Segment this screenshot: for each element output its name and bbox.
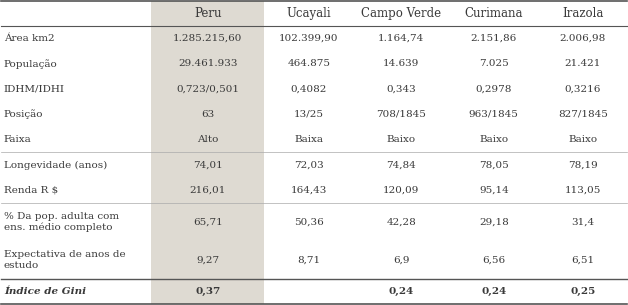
Text: 1.164,74: 1.164,74 — [378, 34, 425, 43]
Text: 9,27: 9,27 — [197, 256, 219, 264]
Text: 0,37: 0,37 — [195, 287, 220, 296]
Text: Irazola: Irazola — [562, 7, 604, 20]
Text: 2.006,98: 2.006,98 — [560, 34, 606, 43]
Text: 102.399,90: 102.399,90 — [279, 34, 338, 43]
Text: Curimana: Curimana — [465, 7, 523, 20]
Text: Índice de Gini: Índice de Gini — [4, 287, 86, 296]
Text: % Da pop. adulta com
ens. médio completo: % Da pop. adulta com ens. médio completo — [4, 212, 119, 232]
Text: 0,24: 0,24 — [481, 287, 506, 296]
Text: 0,343: 0,343 — [386, 85, 416, 94]
Text: 78,19: 78,19 — [568, 160, 598, 170]
Text: 72,03: 72,03 — [294, 160, 324, 170]
Text: Peru: Peru — [194, 7, 222, 20]
Text: Expectativa de anos de
estudo: Expectativa de anos de estudo — [4, 250, 126, 270]
Text: População: População — [4, 59, 58, 69]
Text: Baixa: Baixa — [295, 135, 323, 144]
Text: 29.461.933: 29.461.933 — [178, 59, 237, 68]
Text: 1.285.215,60: 1.285.215,60 — [173, 34, 242, 43]
Text: 827/1845: 827/1845 — [558, 110, 608, 119]
Text: 14.639: 14.639 — [383, 59, 420, 68]
Text: 6,9: 6,9 — [393, 256, 409, 264]
Text: 50,36: 50,36 — [294, 217, 324, 226]
Text: 74,84: 74,84 — [386, 160, 416, 170]
Text: Faixa: Faixa — [4, 135, 31, 144]
Text: 0,4082: 0,4082 — [291, 85, 327, 94]
Text: 464.875: 464.875 — [288, 59, 330, 68]
Text: Baixo: Baixo — [387, 135, 416, 144]
Bar — [151, 1, 264, 304]
Text: Renda R $: Renda R $ — [4, 186, 58, 195]
Text: 2.151,86: 2.151,86 — [470, 34, 517, 43]
Text: 164,43: 164,43 — [291, 186, 327, 195]
Text: Área km2: Área km2 — [4, 34, 55, 43]
Text: 113,05: 113,05 — [565, 186, 601, 195]
Text: 78,05: 78,05 — [479, 160, 509, 170]
Text: 120,09: 120,09 — [383, 186, 420, 195]
Text: Campo Verde: Campo Verde — [361, 7, 441, 20]
Text: 31,4: 31,4 — [571, 217, 594, 226]
Text: 42,28: 42,28 — [386, 217, 416, 226]
Text: 8,71: 8,71 — [297, 256, 320, 264]
Text: 963/1845: 963/1845 — [469, 110, 519, 119]
Text: 63: 63 — [201, 110, 215, 119]
Text: 95,14: 95,14 — [479, 186, 509, 195]
Text: 708/1845: 708/1845 — [376, 110, 426, 119]
Text: 0,24: 0,24 — [389, 287, 414, 296]
Text: 0,3216: 0,3216 — [565, 85, 601, 94]
Text: 13/25: 13/25 — [294, 110, 324, 119]
Text: Alto: Alto — [197, 135, 219, 144]
Text: Ucayali: Ucayali — [286, 7, 331, 20]
Text: 74,01: 74,01 — [193, 160, 223, 170]
Text: 7.025: 7.025 — [479, 59, 509, 68]
Text: 65,71: 65,71 — [193, 217, 223, 226]
Text: Baixo: Baixo — [479, 135, 508, 144]
Text: Posição: Posição — [4, 109, 43, 119]
Text: 6,56: 6,56 — [482, 256, 506, 264]
Text: 6,51: 6,51 — [571, 256, 594, 264]
Text: 216,01: 216,01 — [190, 186, 226, 195]
Text: Longevidade (anos): Longevidade (anos) — [4, 160, 107, 170]
Text: 0,25: 0,25 — [570, 287, 595, 296]
Text: 21.421: 21.421 — [565, 59, 601, 68]
Text: Baixo: Baixo — [568, 135, 597, 144]
Text: IDHM/IDHI: IDHM/IDHI — [4, 85, 65, 94]
Text: 0,723/0,501: 0,723/0,501 — [176, 85, 239, 94]
Text: 0,2978: 0,2978 — [475, 85, 512, 94]
Text: 29,18: 29,18 — [479, 217, 509, 226]
